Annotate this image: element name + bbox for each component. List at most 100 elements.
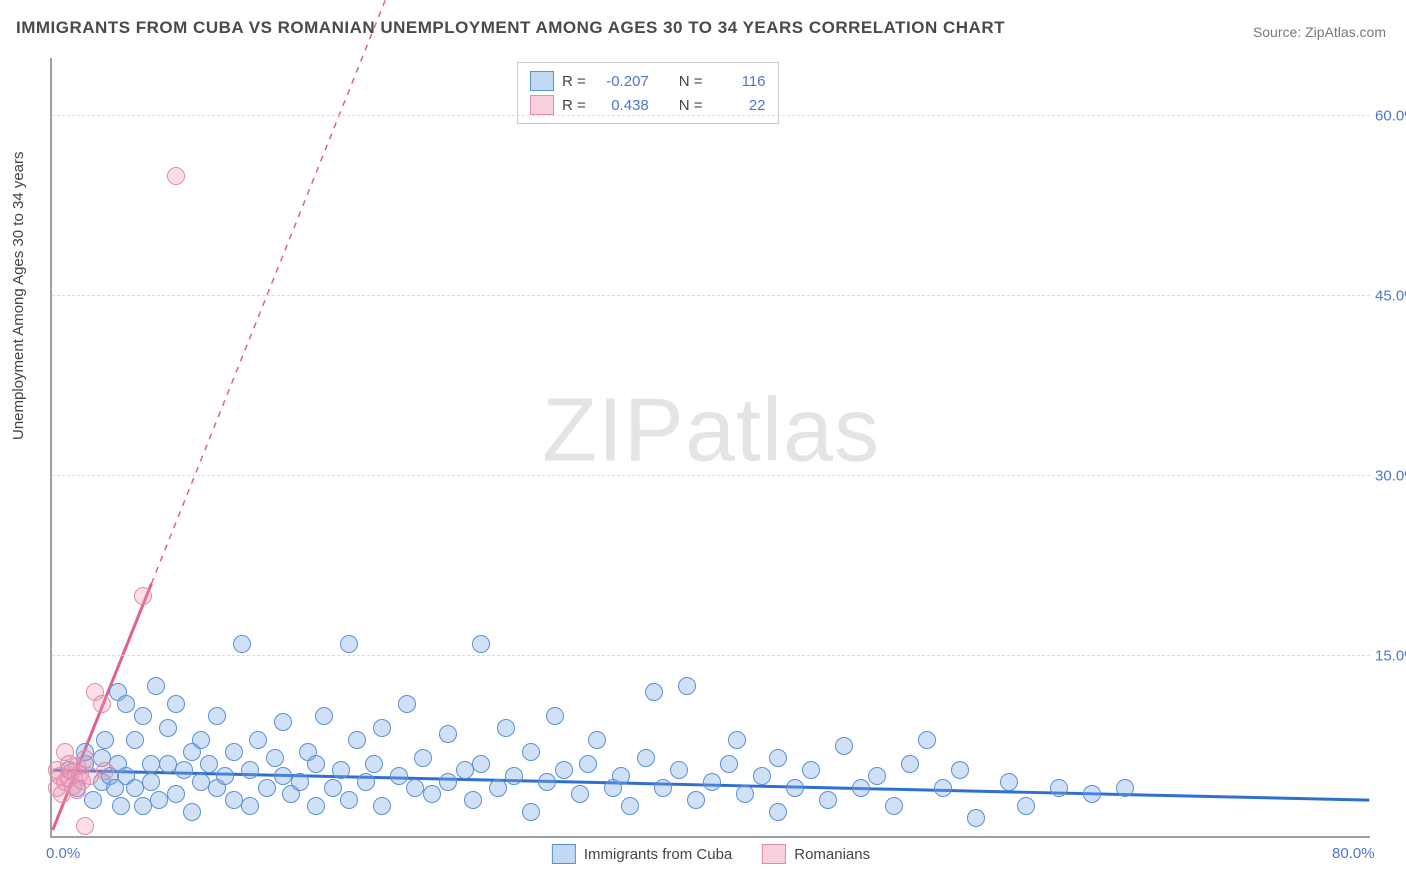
data-point bbox=[1050, 779, 1068, 797]
legend-n-label: N = bbox=[679, 97, 703, 114]
data-point bbox=[588, 731, 606, 749]
data-point bbox=[456, 761, 474, 779]
data-point bbox=[348, 731, 366, 749]
data-point bbox=[472, 755, 490, 773]
data-point bbox=[340, 791, 358, 809]
data-point bbox=[769, 749, 787, 767]
data-point bbox=[225, 791, 243, 809]
source-credit: Source: ZipAtlas.com bbox=[1253, 24, 1386, 40]
y-tick-label: 15.0% bbox=[1375, 648, 1406, 665]
data-point bbox=[439, 773, 457, 791]
data-point bbox=[398, 695, 416, 713]
data-point bbox=[786, 779, 804, 797]
data-point bbox=[951, 761, 969, 779]
data-point bbox=[134, 797, 152, 815]
gridline bbox=[52, 655, 1370, 656]
source-prefix: Source: bbox=[1253, 24, 1305, 40]
data-point bbox=[126, 779, 144, 797]
y-tick-label: 45.0% bbox=[1375, 288, 1406, 305]
data-point bbox=[819, 791, 837, 809]
data-point bbox=[1116, 779, 1134, 797]
data-point bbox=[76, 750, 94, 768]
legend-r-label: R = bbox=[562, 97, 586, 114]
data-point bbox=[307, 797, 325, 815]
data-point bbox=[720, 755, 738, 773]
source-name: ZipAtlas.com bbox=[1305, 24, 1386, 40]
data-point bbox=[96, 731, 114, 749]
data-point bbox=[612, 767, 630, 785]
data-point bbox=[579, 755, 597, 773]
data-point bbox=[365, 755, 383, 773]
data-point bbox=[423, 785, 441, 803]
data-point bbox=[241, 797, 259, 815]
chart-title: IMMIGRANTS FROM CUBA VS ROMANIAN UNEMPLO… bbox=[16, 18, 1005, 38]
data-point bbox=[670, 761, 688, 779]
data-point bbox=[266, 749, 284, 767]
data-point bbox=[175, 761, 193, 779]
data-point bbox=[439, 725, 457, 743]
legend-r-label: R = bbox=[562, 73, 586, 90]
data-point bbox=[324, 779, 342, 797]
series-legend-item: Immigrants from Cuba bbox=[552, 844, 732, 864]
data-point bbox=[414, 749, 432, 767]
data-point bbox=[835, 737, 853, 755]
data-point bbox=[249, 731, 267, 749]
data-point bbox=[274, 713, 292, 731]
data-point bbox=[307, 755, 325, 773]
data-point bbox=[654, 779, 672, 797]
data-point bbox=[687, 791, 705, 809]
data-point bbox=[134, 587, 152, 605]
data-point bbox=[225, 743, 243, 761]
data-point bbox=[373, 719, 391, 737]
data-point bbox=[736, 785, 754, 803]
data-point bbox=[192, 773, 210, 791]
legend-swatch bbox=[762, 844, 786, 864]
data-point bbox=[117, 695, 135, 713]
x-tick-label: 80.0% bbox=[1332, 845, 1375, 862]
y-tick-label: 30.0% bbox=[1375, 468, 1406, 485]
data-point bbox=[901, 755, 919, 773]
legend-swatch bbox=[552, 844, 576, 864]
data-point bbox=[112, 797, 130, 815]
data-point bbox=[150, 791, 168, 809]
data-point bbox=[373, 797, 391, 815]
data-point bbox=[340, 635, 358, 653]
data-point bbox=[134, 707, 152, 725]
data-point bbox=[489, 779, 507, 797]
data-point bbox=[703, 773, 721, 791]
watermark: ZIPatlas bbox=[542, 380, 880, 483]
data-point bbox=[645, 683, 663, 701]
data-point bbox=[621, 797, 639, 815]
y-tick-label: 60.0% bbox=[1375, 108, 1406, 125]
data-point bbox=[868, 767, 886, 785]
data-point bbox=[332, 761, 350, 779]
data-point bbox=[159, 755, 177, 773]
data-point bbox=[183, 803, 201, 821]
data-point bbox=[274, 767, 292, 785]
data-point bbox=[522, 803, 540, 821]
data-point bbox=[233, 635, 251, 653]
data-point bbox=[258, 779, 276, 797]
data-point bbox=[678, 677, 696, 695]
data-point bbox=[769, 803, 787, 821]
data-point bbox=[159, 719, 177, 737]
trend-lines bbox=[52, 58, 1370, 836]
data-point bbox=[1083, 785, 1101, 803]
data-point bbox=[497, 719, 515, 737]
data-point bbox=[885, 797, 903, 815]
data-point bbox=[315, 707, 333, 725]
data-point bbox=[200, 755, 218, 773]
plot-area: ZIPatlas R =-0.207N =116R =0.438N =22 Im… bbox=[50, 58, 1370, 838]
data-point bbox=[728, 731, 746, 749]
data-point bbox=[167, 695, 185, 713]
series-legend-item: Romanians bbox=[762, 844, 870, 864]
data-point bbox=[142, 755, 160, 773]
data-point bbox=[802, 761, 820, 779]
data-point bbox=[147, 677, 165, 695]
legend-r-value: -0.207 bbox=[594, 73, 649, 90]
data-point bbox=[96, 762, 114, 780]
data-point bbox=[571, 785, 589, 803]
data-point bbox=[538, 773, 556, 791]
series-legend: Immigrants from Cuba Romanians bbox=[552, 844, 870, 864]
gridline bbox=[52, 115, 1370, 116]
